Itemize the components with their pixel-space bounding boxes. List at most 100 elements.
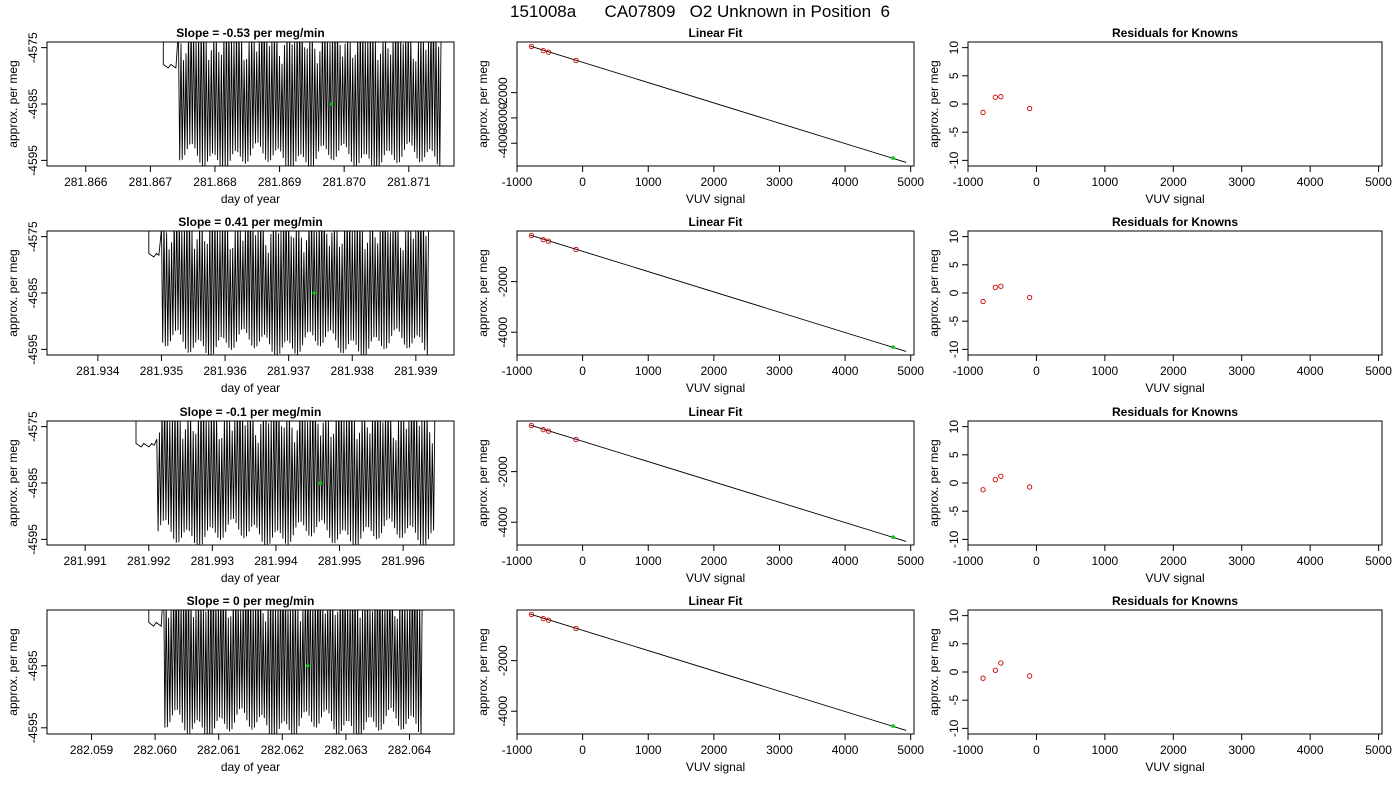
y-tick-label: -4000 [496,128,510,159]
chart-panel-r1c2: Linear Fit -1000 0 1000 2000 3000 4000 5000 -200… [476,26,924,206]
y-tick-label: -4000 [496,317,510,348]
y-tick-label: -10 [947,530,961,548]
chart-panel-r3c2: Linear Fit -1000 0 1000 2000 3000 4000 5000 -200… [476,405,924,585]
x-tick-label: 281.937 [267,364,311,378]
x-tick-label: 282.059 [70,743,114,757]
x-tick-label: 3000 [1228,743,1255,757]
plot-frame [967,609,1383,735]
known-point [528,232,535,239]
x-tick-label: 281.871 [387,175,431,189]
x-tick-label: 281.996 [381,554,425,568]
x-tick-label: 5000 [897,743,924,757]
plot-data [980,94,1033,116]
x-tick-label: -1000 [502,364,533,378]
x-axis-label: VUV signal [686,760,745,774]
chart-panel-r1c1: Slope = -0.53 per meg/min 281.866 281.867 2… [6,26,455,206]
chart-title: Slope = 0.41 per meg/min [178,215,322,229]
y-tick-label: -4595 [26,334,40,365]
y-axis-label: approx. per meg [6,249,20,336]
y-tick-label: 10 [947,420,961,434]
residual-point [1026,673,1033,679]
x-tick-label: 281.936 [203,364,247,378]
plot-frame [46,609,455,735]
known-point [528,611,535,618]
known-point [545,49,552,55]
x-tick-label: -1000 [953,175,984,189]
y-tick-label: -4575 [26,221,40,252]
y-tick-label: 0 [947,668,961,675]
x-tick-label: 5000 [1365,175,1392,189]
plot-data [528,611,907,731]
y-tick-label: -4595 [26,712,40,743]
unknown-marker [305,664,310,668]
y-tick-label: -4000 [496,507,510,538]
x-tick-label: 0 [1033,743,1040,757]
y-tick-label: -4575 [26,32,40,63]
known-point [545,428,552,434]
x-tick-label: 0 [1033,175,1040,189]
y-axis-label: approx. per meg [476,249,490,336]
plot-data [980,660,1033,681]
x-axis-label: VUV signal [1145,571,1204,585]
residual-point [992,284,999,291]
x-tick-label: 2000 [1160,743,1187,757]
y-tick-label: -4575 [26,411,40,442]
x-tick-label: 3000 [766,175,793,189]
data-trace [135,421,436,545]
residual-point [998,283,1004,289]
chart-panel-r3c3: Residuals for Knowns -1000 0 1000 2000 3000 40… [927,405,1392,585]
known-point [545,617,552,623]
y-tick-label: -4000 [496,696,510,727]
plot-data [528,232,907,352]
data-trace [148,610,423,734]
plot-frame [967,420,1383,546]
x-tick-label: 1000 [635,743,662,757]
residual-point [1026,105,1033,112]
known-point [573,246,579,253]
plot-frame [46,420,455,546]
x-tick-label: 3000 [766,554,793,568]
y-tick-label: 0 [947,479,961,486]
chart-title: Residuals for Knowns [1112,26,1238,40]
x-tick-label: 281.934 [76,364,120,378]
page-title: 151008a CA07809 O2 Unknown in Position 6 [510,2,890,21]
x-tick-label: 3000 [1228,554,1255,568]
unknown-point [891,724,895,728]
unknown-point [891,535,895,539]
chart-title: Linear Fit [688,215,742,229]
y-tick-label: -4585 [26,650,40,681]
x-tick-label: 0 [1033,364,1040,378]
chart-title: Residuals for Knowns [1112,215,1238,229]
y-axis-label: approx. per meg [927,439,941,526]
chart-title: Residuals for Knowns [1112,405,1238,419]
x-tick-label: 1000 [635,175,662,189]
plot-frame [46,230,455,356]
y-tick-label: -10 [947,340,961,358]
y-tick-label: -2000 [496,266,510,297]
x-axis-label: VUV signal [1145,760,1204,774]
plot-frame [516,420,915,546]
known-point [540,426,546,433]
x-tick-label: 1000 [635,364,662,378]
x-tick-label: 282.060 [133,743,177,757]
x-tick-label: 2000 [701,175,728,189]
plot-frame [46,41,455,167]
x-axis-label: day of year [221,381,280,395]
plot-data [980,283,1033,305]
plot-frame [967,230,1383,356]
y-tick-label: 0 [947,100,961,107]
known-point [540,47,546,54]
plot-frame [516,41,915,167]
known-point [573,436,579,443]
x-tick-label: 2000 [701,743,728,757]
y-tick-label: 5 [947,451,961,458]
known-point [528,422,535,429]
x-tick-label: 4000 [832,364,859,378]
fit-line [529,45,907,163]
x-tick-label: 2000 [701,364,728,378]
residual-point [980,109,986,116]
x-tick-label: 281.869 [258,175,302,189]
x-tick-label: -1000 [953,554,984,568]
x-tick-label: -1000 [502,554,533,568]
